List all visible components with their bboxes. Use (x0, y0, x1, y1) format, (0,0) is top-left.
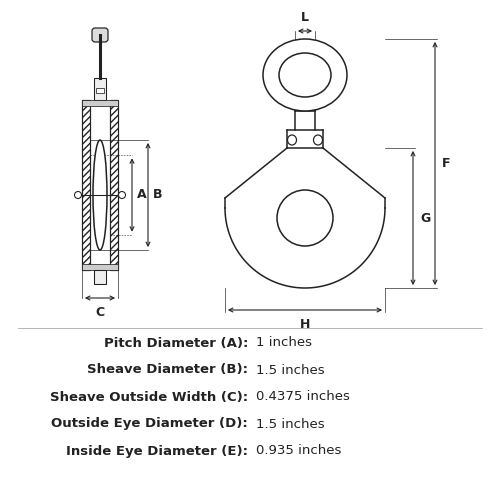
Text: Sheave Diameter (B):: Sheave Diameter (B): (87, 364, 248, 376)
Text: 0.4375 inches: 0.4375 inches (256, 390, 350, 404)
Ellipse shape (314, 135, 322, 145)
Text: Pitch Diameter (A):: Pitch Diameter (A): (104, 336, 248, 349)
Text: Sheave Outside Width (C):: Sheave Outside Width (C): (50, 390, 248, 404)
FancyBboxPatch shape (92, 28, 108, 42)
Text: 1 inches: 1 inches (256, 336, 312, 349)
Bar (110, 100, 118, 270)
Bar (96, 88, 104, 93)
Ellipse shape (288, 135, 296, 145)
Ellipse shape (118, 192, 126, 198)
Bar (82, 100, 118, 106)
Text: Inside Eye Diameter (E):: Inside Eye Diameter (E): (66, 444, 248, 458)
Text: A: A (137, 188, 146, 202)
Text: F: F (442, 157, 450, 170)
Ellipse shape (93, 140, 107, 250)
Text: L: L (301, 11, 309, 24)
Text: Outside Eye Diameter (D):: Outside Eye Diameter (D): (52, 418, 248, 430)
Bar (82, 264, 118, 270)
Ellipse shape (279, 53, 331, 97)
Text: G: G (420, 212, 430, 224)
Text: 0.935 inches: 0.935 inches (256, 444, 342, 458)
Bar (94, 270, 106, 284)
Text: C: C (96, 306, 104, 319)
Ellipse shape (74, 192, 82, 198)
Text: 1.5 inches: 1.5 inches (256, 364, 324, 376)
Text: H: H (300, 318, 310, 331)
Ellipse shape (263, 39, 347, 111)
Bar (82, 100, 90, 270)
Text: 1.5 inches: 1.5 inches (256, 418, 324, 430)
Bar (94, 78, 106, 100)
Ellipse shape (277, 190, 333, 246)
Text: B: B (153, 188, 162, 202)
